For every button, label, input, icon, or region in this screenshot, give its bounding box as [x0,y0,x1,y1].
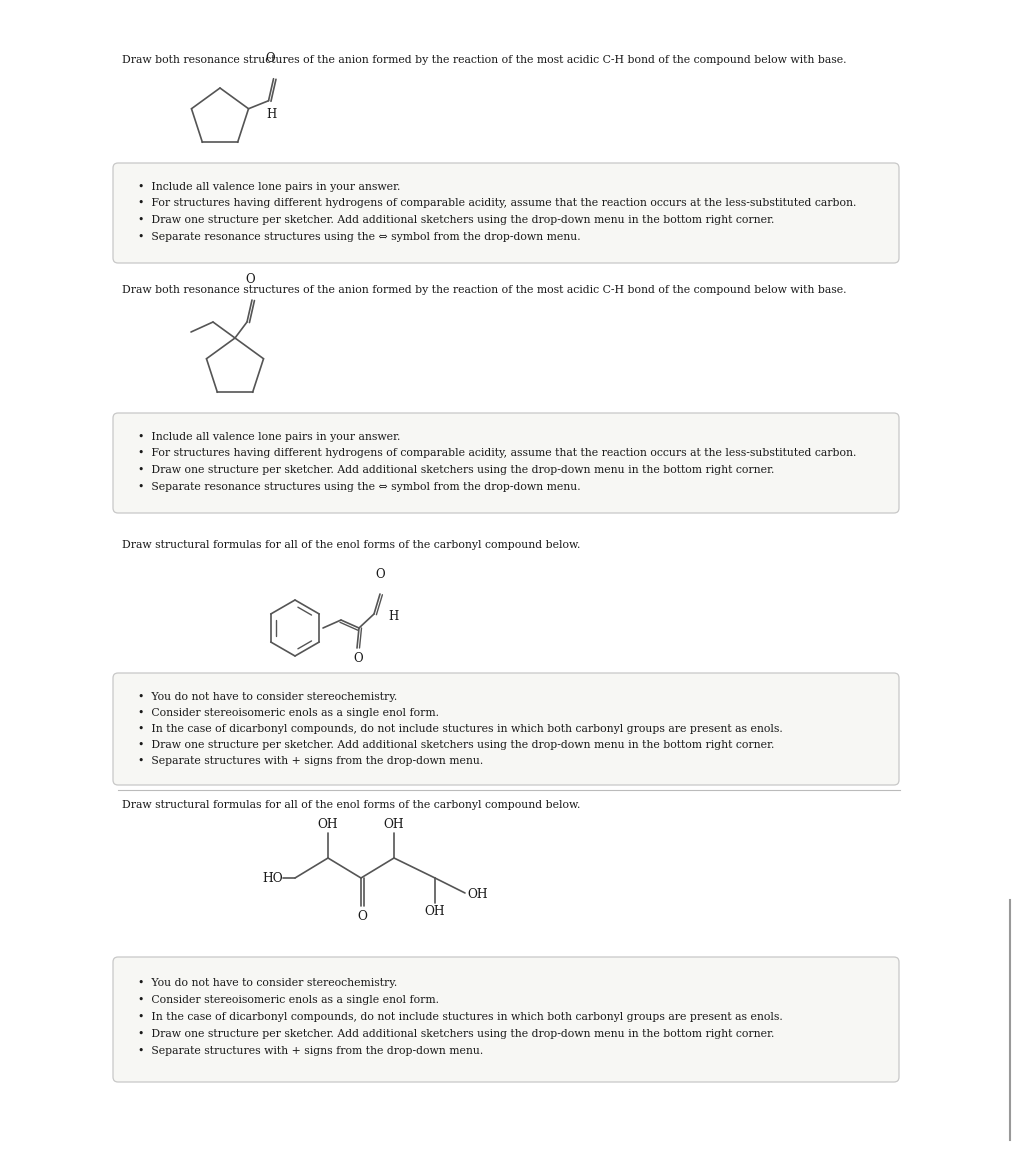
Text: Draw both resonance structures of the anion formed by the reaction of the most a: Draw both resonance structures of the an… [122,285,847,294]
Text: •  Separate resonance structures using the ⇔ symbol from the drop-down menu.: • Separate resonance structures using th… [138,232,581,241]
Text: •  You do not have to consider stereochemistry.: • You do not have to consider stereochem… [138,693,397,702]
Text: OH: OH [467,888,487,901]
Text: •  Separate structures with + signs from the drop-down menu.: • Separate structures with + signs from … [138,1046,483,1056]
Text: •  You do not have to consider stereochemistry.: • You do not have to consider stereochem… [138,978,397,988]
FancyBboxPatch shape [113,163,899,263]
Text: •  For structures having different hydrogens of comparable acidity, assume that : • For structures having different hydrog… [138,448,856,459]
Text: •  Draw one structure per sketcher. Add additional sketchers using the drop-down: • Draw one structure per sketcher. Add a… [138,1029,774,1039]
Text: H: H [388,610,398,623]
FancyBboxPatch shape [113,957,899,1083]
Text: •  For structures having different hydrogens of comparable acidity, assume that : • For structures having different hydrog… [138,199,856,208]
Text: Draw structural formulas for all of the enol forms of the carbonyl compound belo: Draw structural formulas for all of the … [122,800,581,810]
Text: •  Draw one structure per sketcher. Add additional sketchers using the drop-down: • Draw one structure per sketcher. Add a… [138,740,774,750]
Text: Draw structural formulas for all of the enol forms of the carbonyl compound belo: Draw structural formulas for all of the … [122,540,581,551]
Text: OH: OH [317,818,338,831]
Text: O: O [375,568,385,581]
Text: OH: OH [425,904,445,918]
Text: HO: HO [262,872,283,885]
Text: •  In the case of dicarbonyl compounds, do not include stuctures in which both c: • In the case of dicarbonyl compounds, d… [138,724,782,734]
Text: O: O [245,274,255,286]
Text: •  Consider stereoisomeric enols as a single enol form.: • Consider stereoisomeric enols as a sin… [138,708,439,718]
Text: •  Separate resonance structures using the ⇔ symbol from the drop-down menu.: • Separate resonance structures using th… [138,482,581,491]
Text: •  Include all valence lone pairs in your answer.: • Include all valence lone pairs in your… [138,432,400,442]
Text: O: O [357,910,367,923]
Text: •  Separate structures with + signs from the drop-down menu.: • Separate structures with + signs from … [138,755,483,766]
Text: O: O [265,51,275,65]
Text: Draw both resonance structures of the anion formed by the reaction of the most a: Draw both resonance structures of the an… [122,55,847,65]
Text: •  Consider stereoisomeric enols as a single enol form.: • Consider stereoisomeric enols as a sin… [138,995,439,1005]
Text: O: O [353,652,362,665]
Text: H: H [266,108,276,121]
FancyBboxPatch shape [113,673,899,785]
Text: •  In the case of dicarbonyl compounds, do not include stuctures in which both c: • In the case of dicarbonyl compounds, d… [138,1012,782,1022]
Text: OH: OH [384,818,404,831]
Text: •  Draw one structure per sketcher. Add additional sketchers using the drop-down: • Draw one structure per sketcher. Add a… [138,464,774,475]
FancyBboxPatch shape [113,413,899,513]
Text: •  Include all valence lone pairs in your answer.: • Include all valence lone pairs in your… [138,182,400,192]
Text: •  Draw one structure per sketcher. Add additional sketchers using the drop-down: • Draw one structure per sketcher. Add a… [138,215,774,225]
